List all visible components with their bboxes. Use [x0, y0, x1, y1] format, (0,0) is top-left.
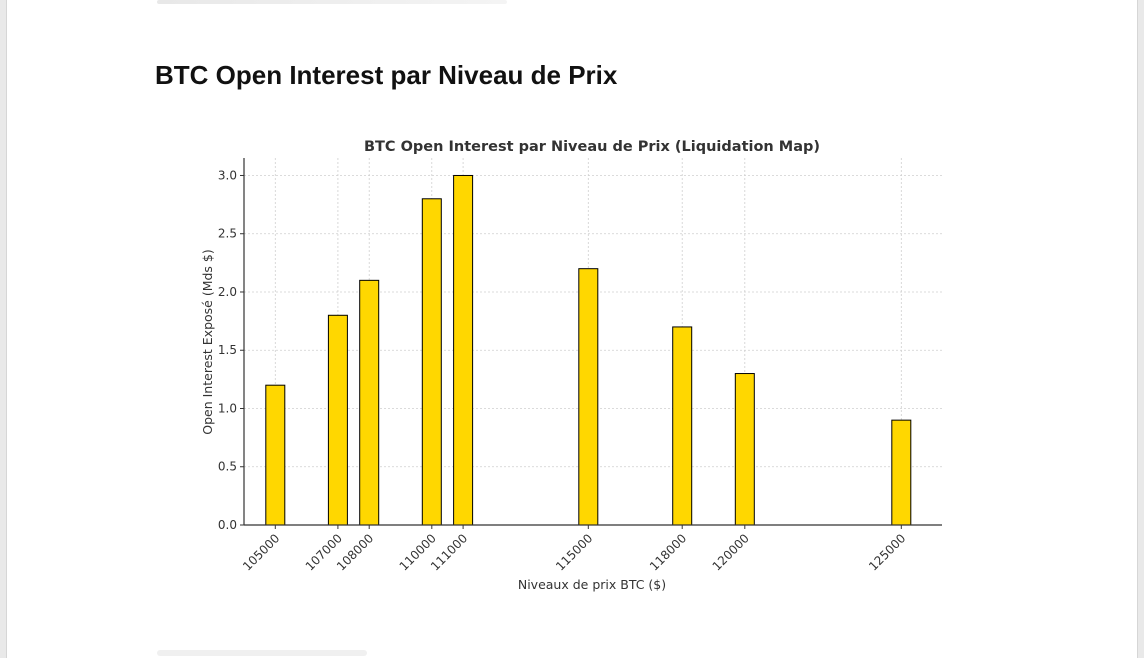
x-tick-label: 115000 [553, 531, 595, 573]
y-tick-label: 2.0 [218, 285, 237, 299]
bar-108000 [359, 279, 380, 526]
document-page: BTC Open Interest par Niveau de Prix 0.0… [6, 0, 1138, 658]
bar-107000 [327, 314, 348, 526]
page-title: BTC Open Interest par Niveau de Prix [155, 60, 618, 90]
chart-title: BTC Open Interest par Niveau de Prix (Li… [364, 139, 820, 155]
y-tick-label: 1.0 [218, 401, 237, 415]
bar-110000 [421, 198, 442, 526]
bars-layer [265, 174, 912, 526]
bar-118000 [672, 326, 693, 526]
x-tick-label: 125000 [866, 531, 908, 573]
x-tick-label: 120000 [710, 531, 752, 573]
bar-125000 [891, 419, 912, 526]
y-axis-label: Open Interest Exposé (Mds $) [200, 249, 215, 434]
y-tick-label: 0.0 [218, 518, 237, 532]
y-tick-label: 2.5 [218, 227, 237, 241]
y-tick-label: 1.5 [218, 343, 237, 357]
cropped-text-top [157, 0, 507, 4]
y-tick-label: 0.5 [218, 460, 237, 474]
x-axis-label: Niveaux de prix BTC ($) [518, 577, 666, 592]
y-tick-label: 3.0 [218, 168, 237, 182]
bar-111000 [453, 174, 474, 526]
x-tick-label: 105000 [240, 531, 282, 573]
bar-120000 [734, 373, 755, 526]
bar-115000 [578, 268, 599, 526]
cropped-text-bottom [157, 650, 367, 656]
x-tick-label: 118000 [647, 531, 689, 573]
bar-105000 [265, 384, 286, 526]
